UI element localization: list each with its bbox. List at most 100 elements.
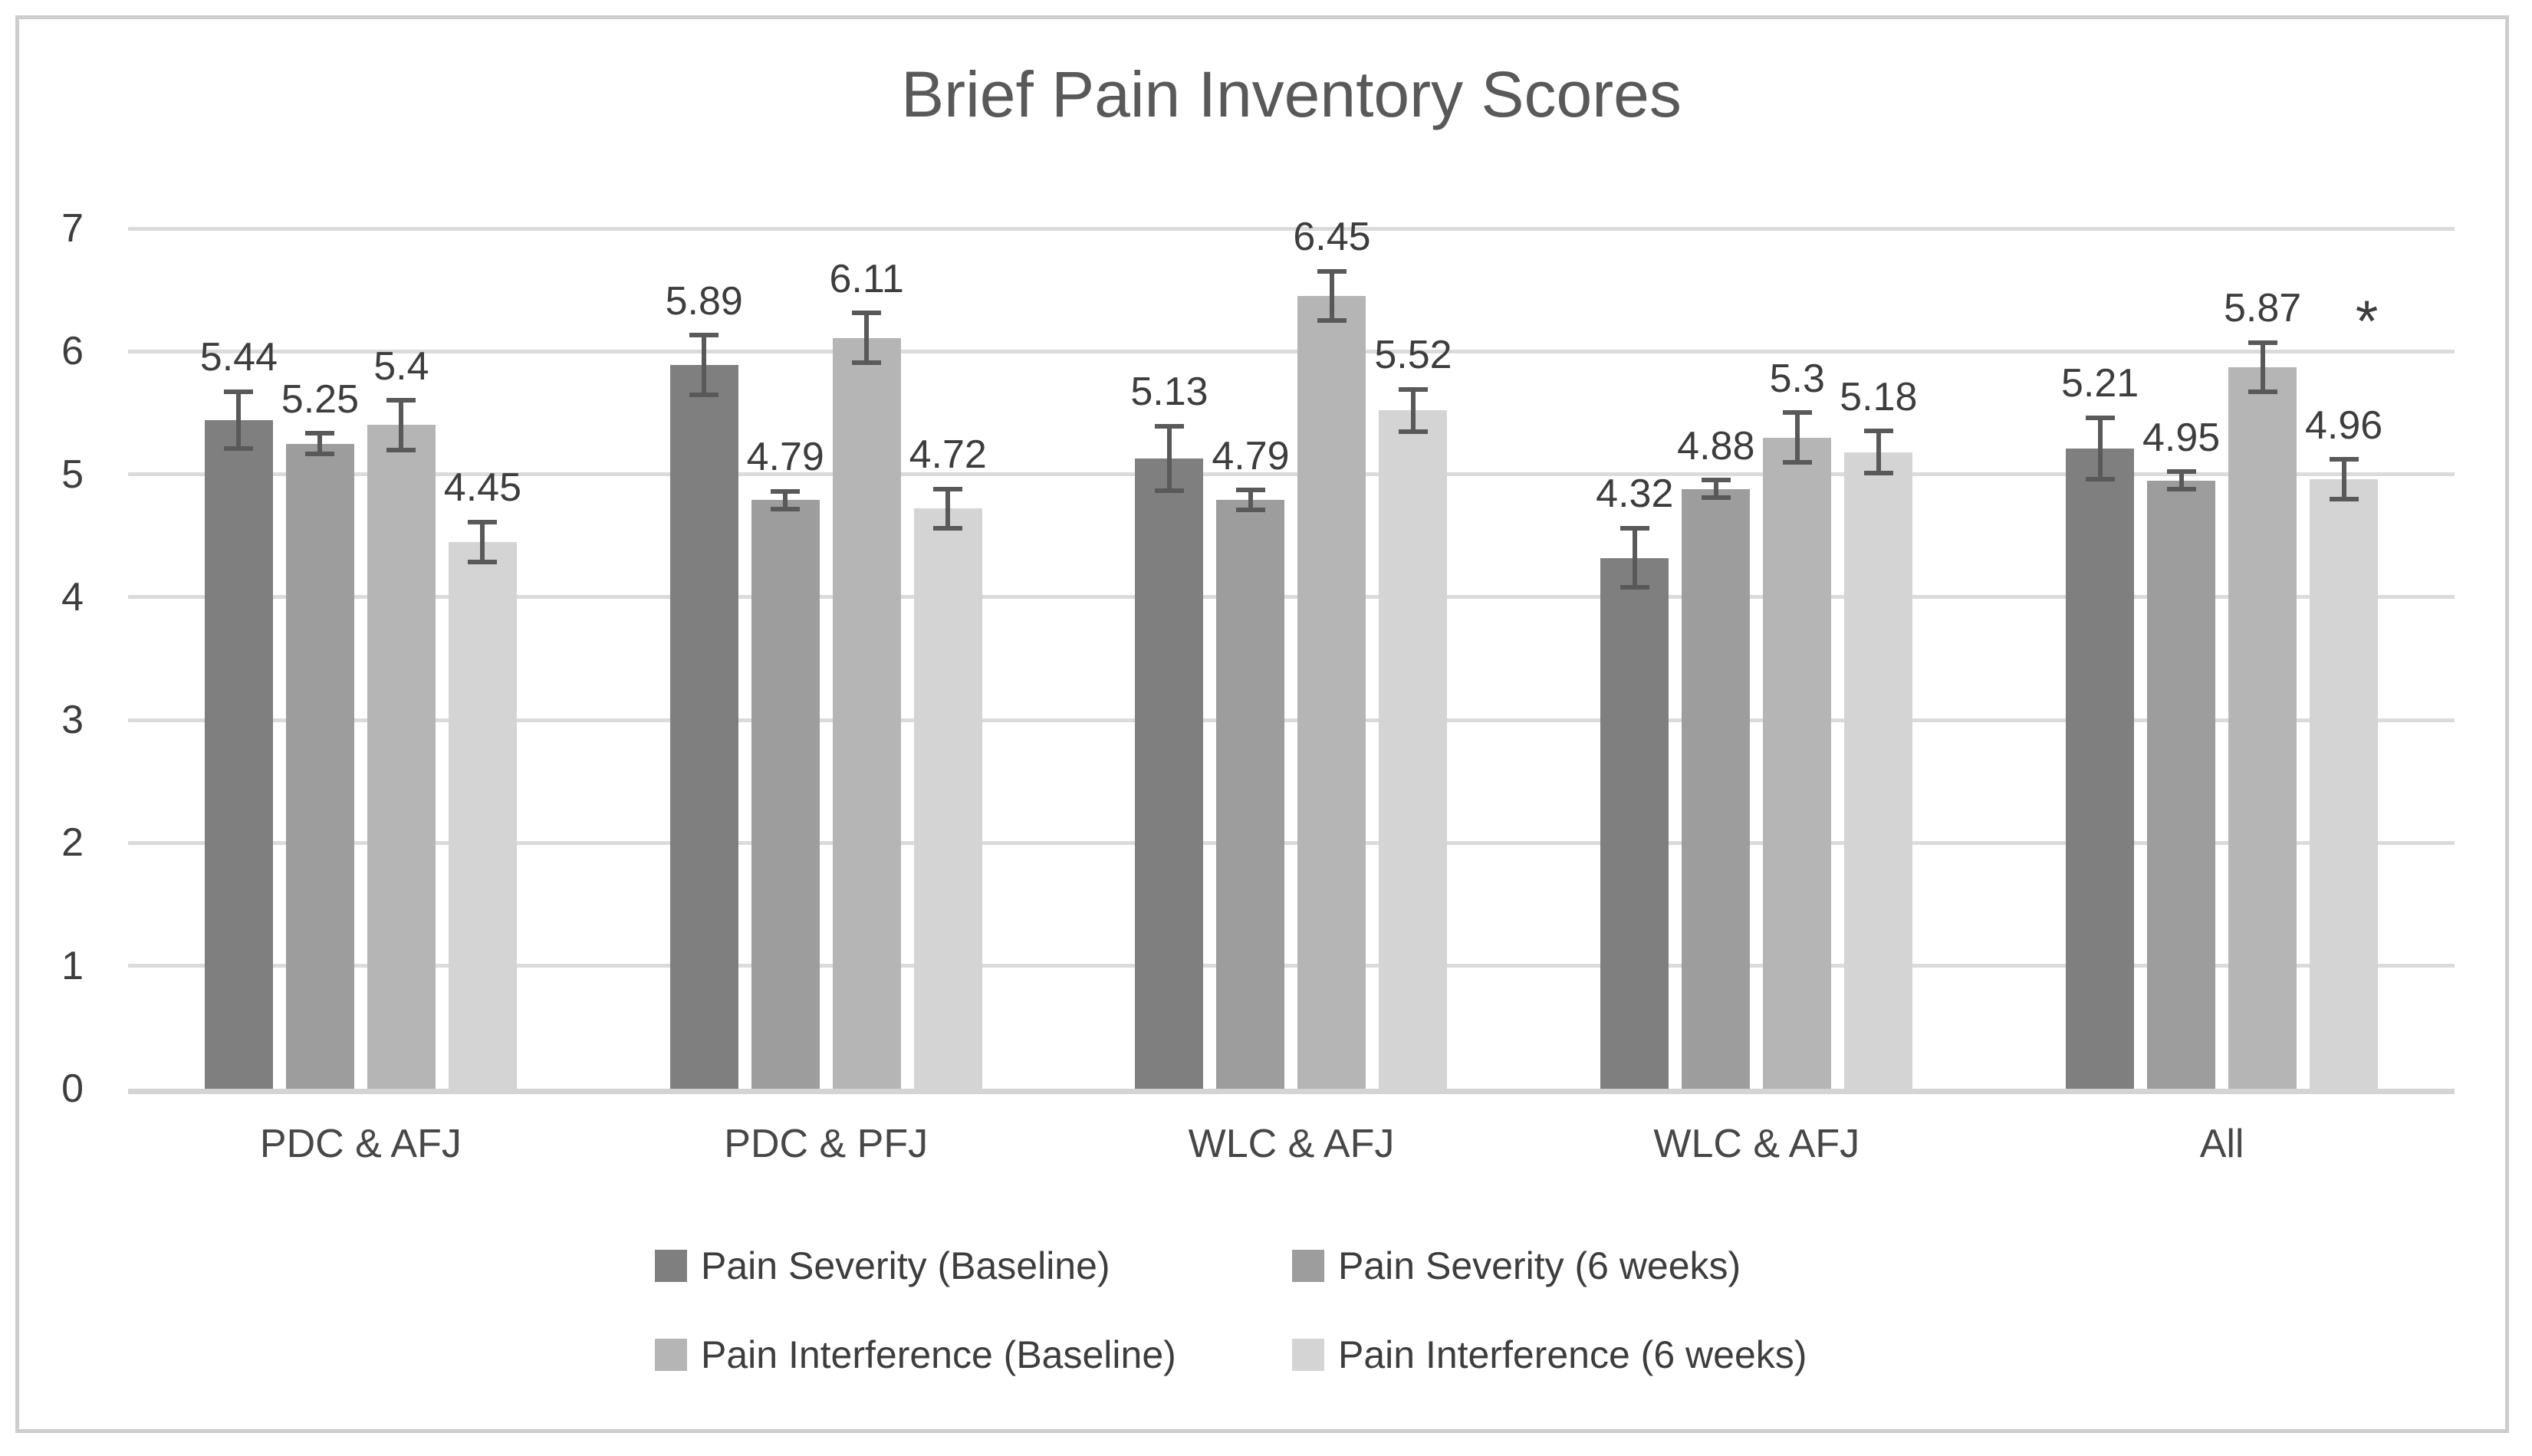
- legend-swatch: [655, 1250, 687, 1282]
- gridline: [128, 964, 2455, 968]
- bar-cell: 5.52: [1374, 228, 1452, 1089]
- legend-label: Pain Interference (6 weeks): [1338, 1333, 1807, 1376]
- bar-group: 5.21 4.95 5.87 4.96 *: [1989, 228, 2455, 1089]
- error-bar-line: [2260, 340, 2265, 395]
- error-bar-line: [945, 486, 951, 531]
- error-bar-bottom-cap: [1782, 459, 1812, 465]
- gridline: [128, 1089, 2455, 1094]
- error-bar: [224, 389, 254, 452]
- error-bar-bottom-cap: [224, 446, 254, 452]
- error-bar: [2085, 415, 2115, 482]
- legend-label: Pain Severity (6 weeks): [1338, 1244, 1741, 1287]
- bar-cell: 6.45: [1293, 216, 1371, 1089]
- error-bar-bottom-cap: [1235, 508, 1265, 513]
- bar: [2147, 480, 2216, 1089]
- error-bar-bottom-cap: [2166, 487, 2196, 492]
- bar-cell: 5.18: [1840, 228, 1917, 1089]
- bar-group: 5.89 4.79 6.11 4.72: [594, 228, 1059, 1089]
- legend-item: Pain Severity (Baseline): [655, 1244, 1292, 1288]
- bar-cell: 4.45: [444, 228, 521, 1089]
- bar-cell: 5.44: [200, 228, 278, 1089]
- legend-item: Pain Severity (6 weeks): [1292, 1244, 1929, 1288]
- legend-swatch: [1292, 1339, 1324, 1371]
- bar: [1600, 557, 1669, 1089]
- bar: [2310, 478, 2379, 1089]
- legend-swatch: [655, 1339, 687, 1371]
- bar-group: 5.44 5.25 5.4 4.45: [128, 228, 594, 1089]
- bar-cell: 4.88: [1677, 228, 1754, 1089]
- error-bar: [1863, 429, 1893, 476]
- bar: [1135, 458, 1204, 1089]
- bar-cell: 6.11: [829, 228, 904, 1089]
- y-axis-tick-label: 2: [61, 820, 84, 866]
- error-bar-bottom-cap: [386, 447, 416, 452]
- bar: [285, 443, 354, 1089]
- error-bar: [386, 398, 416, 452]
- bar-value-label: 4.88: [1677, 423, 1755, 468]
- bar: [751, 500, 820, 1089]
- legend-swatch: [1292, 1250, 1324, 1282]
- error-bar-line: [2341, 457, 2346, 501]
- bar-cell: 5.25: [281, 228, 359, 1089]
- error-bar: [1398, 386, 1428, 434]
- bar-cell: 4.79: [1212, 228, 1290, 1089]
- x-axis-category-label: WLC & AFJ: [1188, 1122, 1395, 1166]
- error-bar-line: [1632, 525, 1637, 590]
- error-bar: [1317, 268, 1347, 324]
- bar: [367, 425, 436, 1089]
- bar-value-label: 6.45: [1293, 215, 1371, 260]
- error-bar-bottom-cap: [1398, 429, 1428, 434]
- error-bar-bottom-cap: [852, 360, 882, 365]
- gridline: [128, 349, 2455, 353]
- error-bar-bottom-cap: [468, 559, 498, 564]
- bar-value-label: 5.18: [1840, 374, 1918, 419]
- bar: [669, 364, 738, 1089]
- bar-value-label: 4.32: [1596, 472, 1674, 517]
- chart-title: Brief Pain Inventory Scores: [901, 58, 1682, 130]
- bar: [1216, 500, 1285, 1089]
- bar: [913, 508, 982, 1089]
- bar-value-label: 5.4: [373, 343, 429, 389]
- error-bar-bottom-cap: [2085, 477, 2115, 482]
- bar-group: 5.13 4.79 6.45 5.52: [1059, 216, 1524, 1089]
- error-bar-bottom-cap: [1317, 318, 1347, 324]
- gridline: [128, 472, 2455, 477]
- bar-value-label: 5.89: [665, 278, 743, 324]
- x-axis-category-label: PDC & PFJ: [724, 1122, 929, 1166]
- error-bar-bottom-cap: [305, 451, 335, 456]
- error-bar-line: [783, 488, 788, 511]
- error-bar: [305, 431, 335, 456]
- bar-group: 4.32 4.88 5.3 5.18: [1524, 228, 1989, 1089]
- bar-groups-layer: 5.44 5.25 5.4 4.45 5.89 4.79 6.11 4.72 5.13 4.79 6…: [128, 216, 2455, 1089]
- bar-cell: 5.3: [1763, 228, 1832, 1089]
- error-bar-line: [1329, 268, 1334, 324]
- y-axis-tick-label: 1: [61, 943, 84, 988]
- y-axis-tick-label: 0: [61, 1067, 84, 1111]
- bar-cell: 4.72: [909, 228, 987, 1089]
- error-bar-bottom-cap: [2329, 496, 2359, 501]
- error-bar: [689, 333, 719, 397]
- error-bar-bottom-cap: [1701, 495, 1731, 501]
- legend-item: Pain Interference (6 weeks): [1292, 1333, 1929, 1377]
- bar-value-label: 5.44: [199, 335, 278, 380]
- bar-value-label: 4.45: [443, 465, 521, 511]
- error-bar: [1701, 478, 1731, 501]
- error-bar-bottom-cap: [1619, 585, 1649, 590]
- error-bar-line: [1248, 488, 1253, 513]
- error-bar-line: [317, 431, 323, 456]
- bar: [204, 420, 273, 1089]
- bar-value-label: 6.11: [829, 256, 904, 301]
- bar-cell: 5.87: [2224, 228, 2301, 1089]
- x-axis-category-label: PDC & AFJ: [259, 1122, 462, 1166]
- gridline: [128, 718, 2455, 722]
- legend-label: Pain Severity (Baseline): [701, 1244, 1110, 1287]
- x-axis-category-label: WLC & AFJ: [1653, 1122, 1860, 1166]
- bar-value-label: 5.13: [1130, 370, 1208, 415]
- bar-value-label: 5.25: [281, 376, 359, 422]
- bar-cell: 4.95: [2142, 228, 2220, 1089]
- error-bar-bottom-cap: [1154, 488, 1184, 493]
- error-bar-line: [702, 333, 707, 397]
- bar: [1844, 452, 1913, 1089]
- error-bar: [771, 488, 801, 511]
- y-axis-tick-label: 4: [61, 574, 84, 620]
